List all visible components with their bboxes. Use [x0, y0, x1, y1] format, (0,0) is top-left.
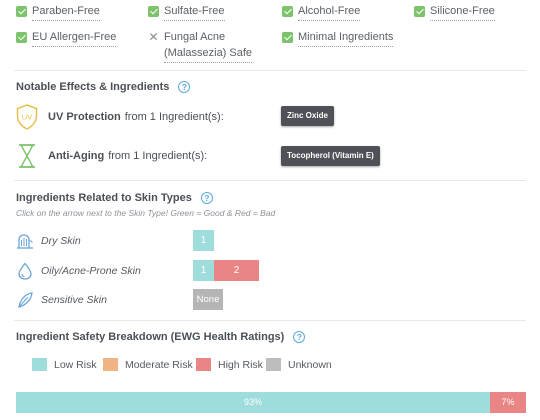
free-from-label[interactable]: Fungal Acne [164, 31, 226, 43]
free-from-item-alcohol: Alcohol-Free [282, 4, 361, 21]
legend-label: Low Risk [54, 358, 97, 371]
x-mark-icon: ✕ [148, 30, 159, 44]
legend-label: Moderate Risk [125, 358, 193, 371]
skin-types-hint: Click on the arrow next to the Skin Type… [16, 208, 276, 218]
check-icon [16, 6, 27, 17]
effect-name: UV Protection [48, 111, 121, 123]
free-from-label[interactable]: Paraben-Free [32, 4, 100, 21]
free-from-label[interactable]: Sulfate-Free [164, 4, 225, 21]
skin-row-oily[interactable]: Oily/Acne-Prone Skin [16, 262, 141, 280]
skin-type-label: Dry Skin [41, 235, 81, 247]
legend-unknown: Unknown [266, 358, 332, 371]
free-from-item-minimal: Minimal Ingredients [282, 30, 394, 47]
svg-text:UV: UV [22, 113, 32, 122]
free-from-label[interactable]: Alcohol-Free [298, 4, 361, 21]
effect-row-anti-aging: Anti-Aging from 1 Ingredient(s): [16, 143, 207, 169]
free-from-label[interactable]: EU Allergen-Free [32, 30, 117, 47]
help-icon[interactable]: ? [200, 192, 213, 204]
check-icon [282, 32, 293, 43]
effect-row-uv: UV UV Protection from 1 Ingredient(s): [16, 104, 224, 130]
none-badge: None [193, 289, 223, 310]
skin-row-dry[interactable]: Dry Skin [16, 232, 81, 250]
effect-suffix: from 1 Ingredient(s): [124, 111, 224, 123]
safety-bar-low-risk[interactable]: 93% [16, 392, 490, 413]
skin-type-label: Oily/Acne-Prone Skin [41, 265, 141, 277]
ingredient-tag-tocopherol[interactable]: Tocopherol (Vitamin E) [281, 146, 380, 166]
safety-title-text: Ingredient Safety Breakdown (EWG Health … [16, 331, 285, 343]
skin-types-title-text: Ingredients Related to Skin Types [16, 192, 192, 204]
skin-types-section-title: Ingredients Related to Skin Types ? [16, 192, 213, 204]
effect-name: Anti-Aging [48, 150, 105, 162]
safety-bar-high-risk[interactable]: 7% [490, 392, 526, 413]
legend-moderate-risk: Moderate Risk [103, 358, 193, 371]
good-count-badge[interactable]: 1 [193, 230, 214, 251]
free-from-item-sulfate: Sulfate-Free [148, 4, 225, 21]
legend-low-risk: Low Risk [32, 358, 97, 371]
legend-swatch [266, 358, 281, 371]
legend-swatch [32, 358, 47, 371]
legend-high-risk: High Risk [196, 358, 263, 371]
effects-section-title: Notable Effects & Ingredients ? [16, 81, 191, 93]
free-from-item-eu-allergen: EU Allergen-Free [16, 30, 117, 47]
divider [14, 70, 526, 71]
effects-title-text: Notable Effects & Ingredients [16, 81, 170, 93]
help-icon[interactable]: ? [178, 81, 191, 93]
help-icon[interactable]: ? [293, 331, 306, 343]
check-icon [148, 6, 159, 17]
legend-swatch [103, 358, 118, 371]
uv-shield-icon: UV [16, 104, 38, 130]
legend-swatch [196, 358, 211, 371]
skin-type-label: Sensitive Skin [41, 294, 107, 306]
check-icon [16, 32, 27, 43]
bad-count-badge[interactable]: 2 [214, 260, 259, 281]
free-from-item-silicone: Silicone-Free [414, 4, 495, 21]
free-from-item-fungal-acne: ✕ Fungal Acne (Malassezia) Safe [148, 30, 253, 63]
free-from-item-paraben: Paraben-Free [16, 4, 100, 21]
skin-row-sensitive[interactable]: Sensitive Skin [16, 291, 107, 309]
check-icon [414, 6, 425, 17]
legend-label: Unknown [288, 358, 332, 371]
free-from-label[interactable]: (Malassezia) Safe [164, 46, 253, 63]
effect-suffix: from 1 Ingredient(s): [108, 150, 208, 162]
check-icon [282, 6, 293, 17]
good-count-badge[interactable]: 1 [193, 260, 214, 281]
oil-drop-icon [18, 262, 32, 280]
free-from-label[interactable]: Minimal Ingredients [298, 30, 394, 47]
divider [14, 320, 526, 321]
safety-section-title: Ingredient Safety Breakdown (EWG Health … [16, 331, 306, 343]
free-from-label[interactable]: Silicone-Free [430, 4, 495, 21]
hourglass-icon [19, 144, 35, 168]
feather-icon [18, 292, 33, 308]
dry-skin-icon [17, 234, 33, 249]
ingredient-tag-zinc-oxide[interactable]: Zinc Oxide [281, 106, 334, 126]
legend-label: High Risk [218, 358, 263, 371]
divider [14, 180, 526, 181]
